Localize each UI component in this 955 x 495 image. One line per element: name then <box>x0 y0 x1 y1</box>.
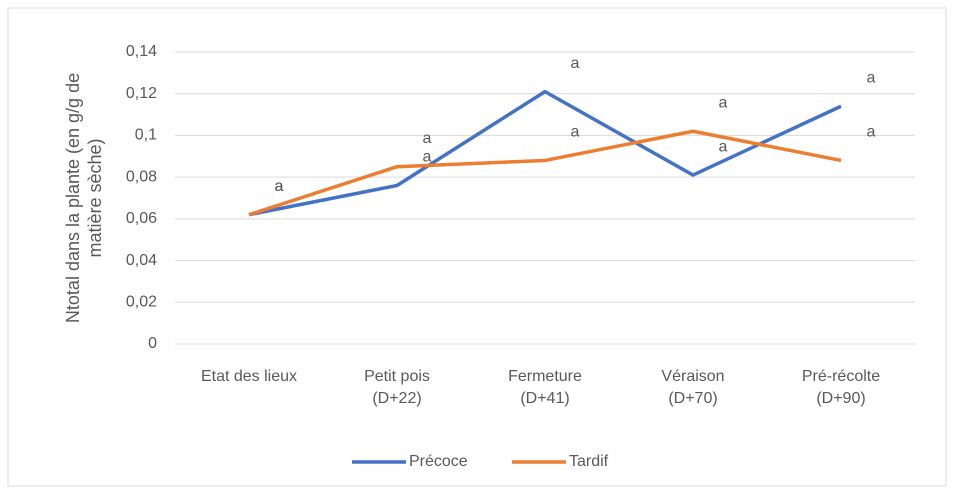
significance-letter: a <box>571 124 580 141</box>
y-tick-label: 0,12 <box>126 85 157 102</box>
y-tick-label: 0 <box>148 335 157 352</box>
series-line <box>248 129 842 217</box>
y-tick-label: 0,06 <box>126 210 157 227</box>
significance-letter: a <box>867 124 876 141</box>
x-tick-label: Etat des lieux <box>201 368 297 385</box>
y-tick-label: 0,04 <box>126 252 157 269</box>
x-tick-label: Véraison (D+70) <box>661 368 724 407</box>
significance-letter: a <box>423 130 432 147</box>
legend-label: Précoce <box>409 453 468 470</box>
y-tick-label: 0,14 <box>126 43 157 60</box>
significance-letter: a <box>719 94 728 111</box>
y-axis-label: Ntotal dans la plante (en g/g de matière … <box>63 73 105 323</box>
series-line <box>248 89 842 217</box>
x-tick-label: Pré-récolte (D+90) <box>802 368 880 407</box>
significance-letter: a <box>571 55 580 72</box>
significance-letter: a <box>275 178 284 195</box>
y-tick-label: 0,1 <box>135 127 157 144</box>
significance-letter: a <box>423 149 432 166</box>
significance-letter: a <box>275 178 284 195</box>
legend-label: Tardif <box>569 453 609 470</box>
x-tick-label: Fermeture (D+41) <box>508 368 582 407</box>
x-tick-label: Petit pois (D+22) <box>364 368 430 407</box>
significance-letter: a <box>867 69 876 86</box>
y-tick-label: 0,08 <box>126 168 157 185</box>
chart-border <box>7 7 947 487</box>
significance-letter: a <box>719 138 728 155</box>
y-tick-label: 0,02 <box>126 294 157 311</box>
